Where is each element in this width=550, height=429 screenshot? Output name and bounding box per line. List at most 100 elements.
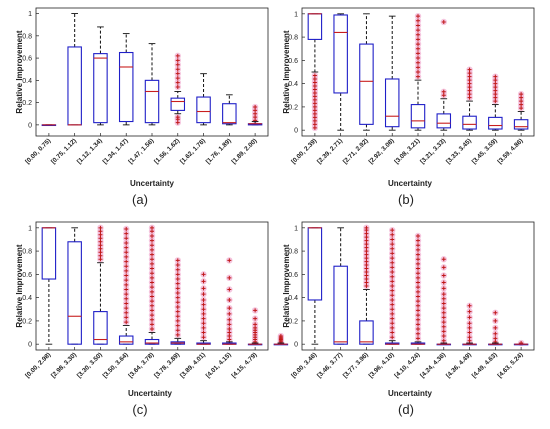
outlier-point [467,88,472,93]
panel-d-ylabel: Relative Improvement [282,244,291,327]
outlier-point [253,115,258,120]
outlier-point [467,67,472,72]
outlier-point [416,247,420,252]
outlier-point [201,279,206,284]
outlier-point [364,266,369,271]
outlier-point [364,231,369,236]
outlier-point [467,309,472,314]
box-iqr [333,265,348,345]
outlier-point [312,97,317,102]
outlier-point [150,327,154,332]
outlier-point [364,263,369,268]
outlier-point [441,310,446,315]
outlier-point [416,303,420,308]
panel-d-box-6 [436,256,452,346]
outlier-point [441,296,446,301]
box-iqr [170,97,186,111]
outlier-point [175,263,180,268]
outlier-point [278,334,283,339]
outlier-point [467,315,472,320]
outlier-point [390,251,395,256]
outlier-point [312,108,317,113]
outlier-point [390,311,395,316]
panel-b-box-6 [436,18,452,131]
outlier-point [416,261,420,266]
outlier-point [441,320,446,325]
outlier-point [98,257,103,262]
panel-b-ytick-label: 0.6 [288,58,298,65]
outlier-point [416,252,420,257]
outlier-point [150,285,154,290]
outlier-point [175,58,180,63]
panel-d-box-3 [359,224,374,345]
outlier-point [175,76,180,81]
outlier-point [201,297,206,302]
outlier-point [201,286,206,291]
box-iqr [488,116,503,130]
outlier-point [150,289,154,294]
box-iqr [384,78,400,128]
outlier-point [493,95,498,100]
outlier-point [227,334,232,339]
panel-a-box-9 [247,103,263,126]
panel-c-box-7 [196,271,211,345]
outlier-point [124,226,129,231]
outlier-point [124,254,129,259]
panel-d-label: (d) [398,402,414,417]
outlier-point [493,318,498,323]
panel-a-label: (a) [132,192,148,207]
outlier-point [175,318,180,323]
outlier-point [493,92,498,97]
panel-a-box-2 [67,13,82,126]
outlier-point [467,338,472,343]
outlier-point [390,335,395,340]
outlier-point [416,18,420,23]
box-iqr [222,103,237,125]
outlier-point [124,245,129,250]
panel-c-box-8 [222,257,237,345]
outlier-point [98,232,103,237]
panel-b-ytick-label: 0.8 [288,35,298,42]
outlier-point [150,313,154,318]
outlier-point [390,288,395,293]
outlier-point [467,78,472,83]
outlier-point [416,238,420,243]
outlier-point [201,330,206,335]
panel-d-box-5 [410,232,426,345]
panel-b-box-5 [410,12,426,131]
outlier-point [150,257,154,262]
outlier-point [416,32,420,37]
box-iqr [144,79,160,124]
outlier-point [201,321,206,326]
outlier-point [416,14,420,19]
panel-a-xlabel: Uncertainty [130,179,175,188]
outlier-point [312,76,317,81]
outlier-point [124,259,129,264]
outlier-point [175,53,180,58]
outlier-point [175,323,180,328]
outlier-point [416,266,420,271]
panel-b-box-4 [384,15,400,131]
box-iqr [333,14,348,94]
outlier-point [416,233,420,238]
panel-c-ytick-label: 0.4 [22,295,32,302]
outlier-point [390,232,395,237]
outlier-point [175,120,180,125]
outlier-point [150,247,154,252]
panel-a-ytick-label: 0.6 [22,56,32,63]
panel-a-ytick-label: 0.8 [22,33,32,40]
outlier-point [467,81,472,86]
outlier-point [416,294,420,299]
outlier-point [441,89,446,94]
outlier-point [124,301,129,306]
outlier-point [201,307,206,312]
outlier-point [441,286,446,291]
outlier-point [227,275,232,280]
outlier-point [312,87,317,92]
outlier-point [312,115,317,120]
outlier-point [493,74,498,79]
panel-a-ylabel: Relative Improvement [15,30,24,113]
outlier-point [312,104,317,109]
outlier-point [253,322,258,327]
outlier-point [175,80,180,85]
